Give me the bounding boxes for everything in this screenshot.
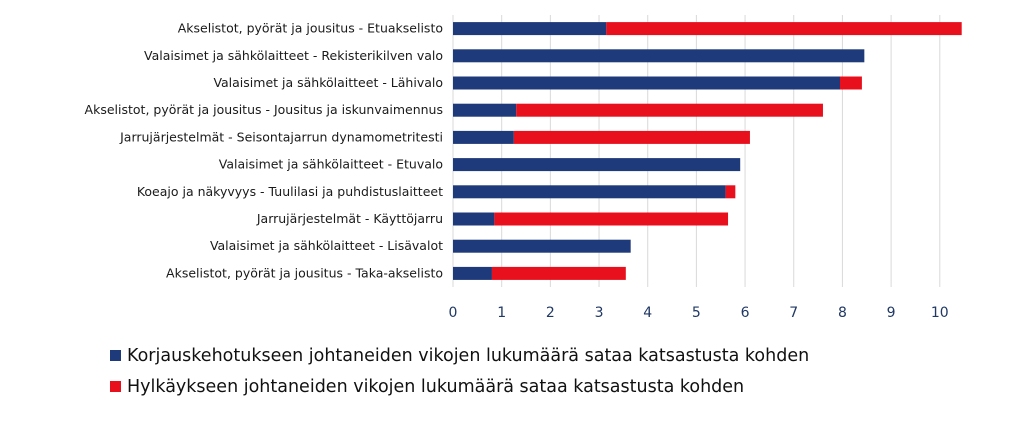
x-tick-label: 0 <box>449 305 458 321</box>
x-tick-label: 4 <box>643 305 652 321</box>
category-label: Jarrujärjestelmät - Käyttöjarru <box>256 211 443 226</box>
category-label: Valaisimet ja sähkölaitteet - Lisävalot <box>210 238 443 253</box>
x-tick-label: 5 <box>692 305 701 321</box>
bar-segment-series-0 <box>453 266 492 280</box>
bar-segment-series-1 <box>840 76 862 90</box>
bar-segment-series-1 <box>516 103 823 117</box>
bar-segment-series-0 <box>453 239 631 253</box>
category-label: Valaisimet ja sähkölaitteet - Rekisterik… <box>144 48 443 63</box>
bar-segment-series-0 <box>453 22 607 36</box>
bar-segment-series-0 <box>453 158 741 172</box>
category-label: Jarrujärjestelmät - Seisontajarrun dynam… <box>119 129 443 144</box>
x-tick-label: 1 <box>497 305 506 321</box>
category-label: Valaisimet ja sähkölaitteet - Lähivalo <box>213 75 443 90</box>
bar-segment-series-1 <box>494 212 729 226</box>
bar-segment-series-0 <box>453 76 840 90</box>
bar-segment-series-1 <box>491 266 626 280</box>
legend-label-rejection: Hylkäykseen johtaneiden vikojen lukumäär… <box>127 376 745 397</box>
legend-swatch-rejection <box>110 381 121 392</box>
bar-segment-series-0 <box>453 185 726 199</box>
bar-segment-series-1 <box>606 22 962 36</box>
category-label: Koeajo ja näkyvyys - Tuulilasi ja puhdis… <box>137 184 443 199</box>
bar-segment-series-0 <box>453 103 517 117</box>
bar-segment-series-1 <box>513 130 750 144</box>
legend-label-repair: Korjauskehotukseen johtaneiden vikojen l… <box>127 345 810 366</box>
x-tick-label: 9 <box>887 305 896 321</box>
x-tick-label: 3 <box>595 305 604 321</box>
legend-swatch-repair <box>110 350 121 361</box>
category-labels: Akselistot, pyörät ja jousitus - Etuakse… <box>85 21 444 281</box>
x-tick-label: 6 <box>741 305 750 321</box>
category-label: Akselistot, pyörät ja jousitus - Taka-ak… <box>166 265 443 280</box>
x-tick-label: 8 <box>838 305 847 321</box>
bar-segment-series-0 <box>453 49 865 63</box>
x-tick-label: 2 <box>546 305 555 321</box>
bar-segment-series-0 <box>453 212 495 226</box>
category-label: Akselistot, pyörät ja jousitus - Etuakse… <box>178 21 443 36</box>
category-label: Valaisimet ja sähkölaitteet - Etuvalo <box>219 157 443 172</box>
bars <box>453 22 962 280</box>
x-tick-label: 7 <box>789 305 798 321</box>
category-label: Akselistot, pyörät ja jousitus - Jousitu… <box>85 102 443 117</box>
bar-segment-series-0 <box>453 130 514 144</box>
x-axis-ticks: 0 1 2 3 4 5 6 7 8 9 10 <box>449 305 949 321</box>
legend-item-repair: Korjauskehotukseen johtaneiden vikojen l… <box>110 340 809 371</box>
legend-item-rejection: Hylkäykseen johtaneiden vikojen lukumäär… <box>110 371 809 402</box>
x-tick-label: 10 <box>931 305 949 321</box>
legend: Korjauskehotukseen johtaneiden vikojen l… <box>110 340 809 402</box>
bar-segment-series-1 <box>725 185 736 199</box>
